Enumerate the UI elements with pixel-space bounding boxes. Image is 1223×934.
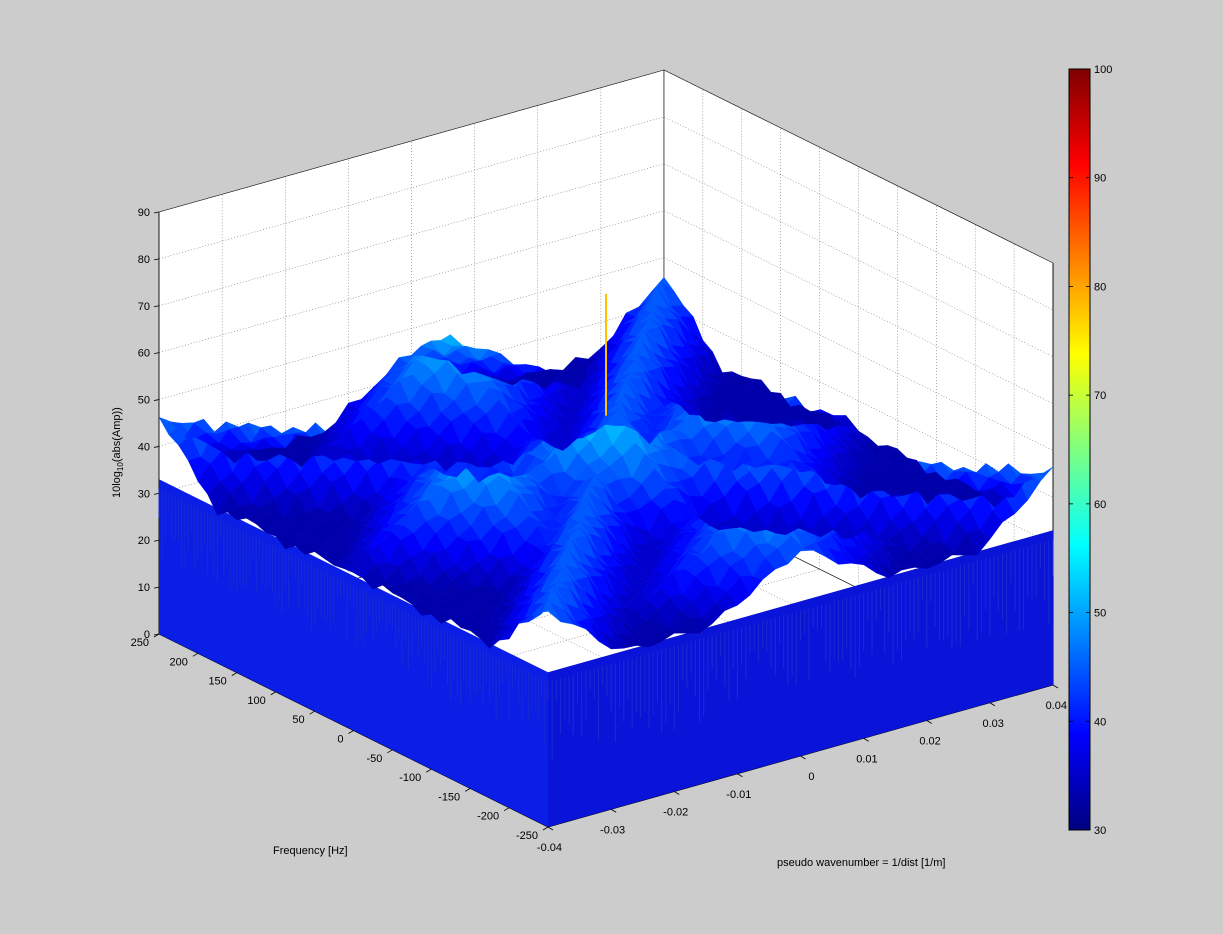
- grid-line-z: [158, 116, 665, 260]
- y-tick-mark: [348, 730, 354, 734]
- z-tick-mark: [153, 539, 160, 542]
- z-axis-label-rest: (abs(Amp)): [111, 407, 123, 462]
- x-tick-mark: [547, 826, 554, 831]
- colorbar-tick-label: 50: [1094, 608, 1106, 620]
- z-tick-mark: [153, 492, 160, 495]
- y-tick-mark: [231, 672, 238, 676]
- z-tick-mark: [153, 305, 160, 308]
- z-tick-mark: [153, 352, 160, 355]
- grid-line-z: [158, 210, 665, 353]
- z-tick-label: 40: [138, 441, 150, 453]
- x-tick-label: 0.03: [982, 718, 1003, 730]
- y-tick-label: 150: [208, 676, 226, 688]
- z-tick-label: 10: [138, 582, 150, 594]
- grid-line-z: [663, 116, 1054, 311]
- grid-line-z: [663, 257, 1054, 451]
- x-tick-label: -0.01: [726, 789, 751, 801]
- z-tick-label: 0: [144, 629, 150, 641]
- x-tick-mark: [863, 737, 869, 742]
- colorbar-tick-label: 30: [1094, 825, 1106, 837]
- grid-line-z: [158, 69, 665, 213]
- y-tick-mark: [426, 768, 432, 773]
- grid-line-z: [158, 163, 665, 307]
- colorbar-tick-label: 90: [1094, 173, 1106, 185]
- x-axis-ticks: -0.04 -0.03 -0.02 -0.01 0 0.01 0.02 0.03 0.04: [537, 684, 1067, 854]
- z-tick-label: 50: [138, 395, 150, 407]
- y-axis-label: Frequency [Hz]: [273, 845, 348, 857]
- grid-line-z: [663, 210, 1054, 404]
- y-tick-label: 250: [131, 637, 149, 649]
- x-tick-label: 0.02: [919, 736, 940, 748]
- y-tick-label: -50: [366, 753, 382, 765]
- grid-line-z: [663, 163, 1054, 358]
- colorbar-tick-label: 70: [1094, 390, 1106, 402]
- y-axis-ticks: -250 -200 -150 -100 -50 0 50 100 150 200 250: [131, 633, 549, 842]
- y-tick-mark: [309, 710, 315, 715]
- colorbar-tick-label: 60: [1094, 499, 1106, 511]
- z-tick-mark: [153, 258, 160, 261]
- z-tick-mark: [153, 399, 160, 401]
- y-tick-label: -250: [516, 830, 538, 842]
- y-tick-mark: [542, 826, 549, 831]
- y-tick-label: 0: [337, 734, 343, 746]
- z-tick-label: 70: [138, 301, 150, 313]
- z-axis-label-main: 10log: [111, 471, 123, 498]
- z-tick-label: 30: [138, 488, 150, 500]
- x-tick-mark: [610, 808, 617, 813]
- x-tick-label: 0: [808, 771, 814, 783]
- x-tick-mark: [926, 720, 932, 724]
- surface-plot: [158, 276, 1054, 827]
- y-tick-mark: [153, 633, 160, 638]
- y-tick-label: -200: [477, 811, 499, 823]
- colorbar: 30 40 50 60 70 80 90 100: [1068, 64, 1112, 837]
- x-tick-label: -0.03: [600, 824, 625, 836]
- x-tick-label: 0.01: [856, 753, 877, 765]
- y-tick-mark: [192, 652, 199, 657]
- z-axis-label-subscript: 10: [116, 462, 125, 471]
- z-axis-ticks: 0 10 20 30 40 50 60 70 80 90: [138, 207, 160, 641]
- grid-line-z: [158, 257, 665, 400]
- z-tick-label: 90: [138, 207, 150, 219]
- surface-patch: [1030, 466, 1054, 482]
- grid-line-z: [663, 69, 1054, 264]
- x-tick-label: -0.04: [537, 842, 562, 854]
- y-tick-mark: [464, 788, 471, 792]
- z-tick-mark: [153, 586, 160, 589]
- z-axis-label: 10log10(abs(Amp)): [111, 407, 125, 498]
- grid-line-z: [158, 304, 665, 447]
- x-tick-label: 0.04: [1046, 700, 1067, 712]
- z-tick-label: 20: [138, 535, 150, 547]
- x-axis-label: pseudo wavenumber = 1/dist [1/m]: [777, 857, 945, 869]
- y-tick-label: 200: [170, 656, 188, 668]
- y-tick-label: 100: [247, 695, 265, 707]
- x-tick-label: -0.02: [663, 807, 688, 819]
- x-tick-mark: [737, 773, 743, 778]
- y-tick-label: -100: [399, 772, 421, 784]
- z-tick-mark: [153, 446, 160, 448]
- colorbar-tick-label: 100: [1094, 64, 1112, 76]
- x-tick-mark: [800, 755, 806, 760]
- y-tick-mark: [503, 807, 510, 812]
- colorbar-tick-label: 80: [1094, 281, 1106, 293]
- x-tick-mark: [1052, 684, 1059, 689]
- x-tick-mark: [674, 791, 680, 795]
- colorbar-tick-label: 40: [1094, 716, 1106, 728]
- y-tick-mark: [270, 691, 276, 696]
- colorbar-gradient: [1068, 68, 1091, 831]
- y-tick-label: -150: [438, 791, 460, 803]
- z-tick-label: 60: [138, 348, 150, 360]
- y-tick-mark: [387, 749, 393, 754]
- z-tick-mark: [153, 211, 160, 214]
- grid-line-z: [663, 304, 1054, 498]
- z-tick-label: 80: [138, 254, 150, 266]
- colorbar-ticks: 30 40 50 60 70 80 90 100: [1069, 64, 1112, 837]
- y-tick-label: 50: [292, 714, 304, 726]
- x-tick-mark: [989, 702, 996, 707]
